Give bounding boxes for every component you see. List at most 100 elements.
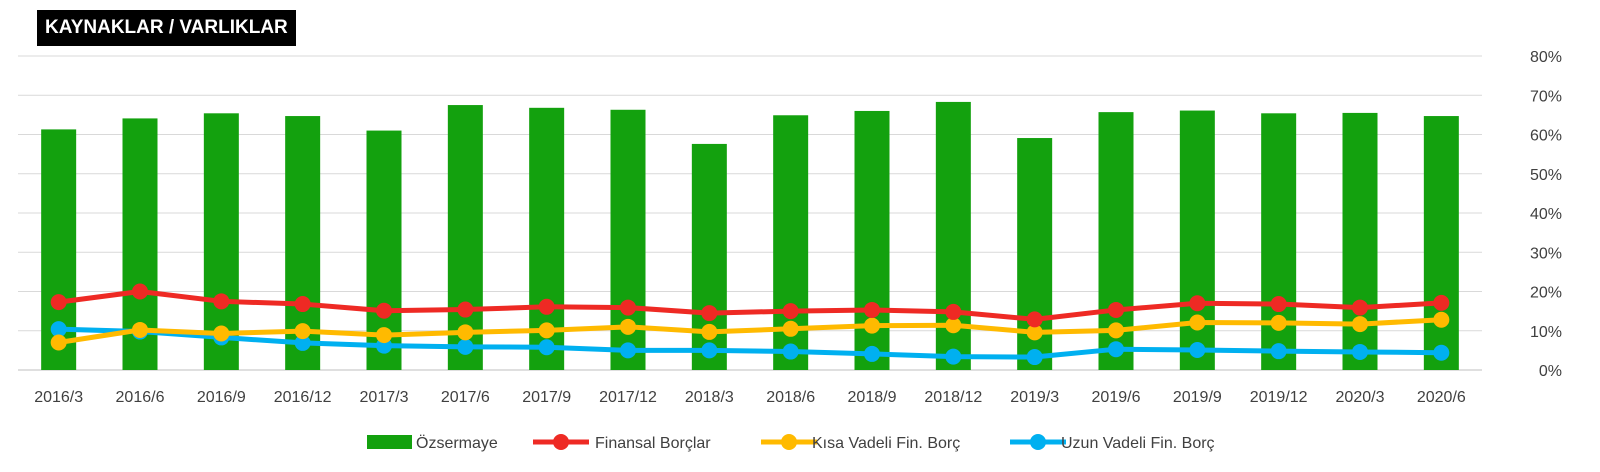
data-point: [701, 323, 718, 340]
x-tick-label: 2019/9: [1173, 389, 1222, 406]
data-point: [701, 342, 718, 359]
x-tick-label: 2016/6: [116, 389, 165, 406]
y-tick-label: 60%: [1530, 128, 1562, 145]
data-point: [1433, 344, 1450, 361]
x-tick-label: 2018/9: [848, 389, 897, 406]
data-point: [620, 299, 636, 316]
data-point: [538, 339, 555, 356]
data-point: [213, 293, 230, 310]
data-point: [132, 283, 148, 300]
x-tick-label: 2016/3: [34, 389, 83, 406]
data-point: [1433, 311, 1450, 328]
x-tick-label: 2019/12: [1250, 389, 1308, 406]
data-point: [945, 348, 962, 365]
data-point: [620, 318, 636, 335]
x-tick-label: 2020/3: [1336, 389, 1385, 406]
chart-title: KAYNAKLAR / VARLIKLAR: [37, 10, 296, 46]
data-point: [1108, 322, 1124, 339]
x-tick-label: 2017/3: [360, 389, 409, 406]
data-point: [864, 317, 880, 334]
data-point: [1270, 296, 1287, 313]
data-point: [945, 317, 962, 334]
data-point: [213, 325, 230, 342]
y-tick-label: 10%: [1530, 324, 1562, 341]
data-point: [50, 294, 67, 311]
data-point: [538, 322, 555, 339]
data-point: [376, 327, 392, 344]
y-tick-label: 30%: [1530, 245, 1562, 262]
x-axis: 2016/3 2016/6 2016/9 2016/12 2017/3 2017/6 201…: [34, 389, 1466, 406]
data-point: [1433, 294, 1450, 311]
line-series: [50, 283, 1450, 366]
legend-marker: [1030, 434, 1046, 450]
data-point: [1108, 341, 1124, 358]
y-axis: 0% 10% 20% 30% 40% 50% 60% 70% 80%: [1530, 49, 1562, 380]
data-point: [294, 334, 311, 351]
y-tick-label: 20%: [1530, 285, 1562, 302]
legend-label: Kısa Vadeli Fin. Borç: [812, 435, 960, 452]
bar: [1261, 113, 1297, 371]
data-point: [1352, 299, 1368, 316]
legend-item-finansal-borclar: Finansal Borçlar: [533, 434, 711, 452]
data-point: [538, 298, 555, 315]
x-tick-label: 2018/12: [924, 389, 982, 406]
legend-swatch: [367, 435, 412, 449]
x-tick-label: 2017/9: [522, 389, 571, 406]
y-tick-label: 50%: [1530, 167, 1562, 184]
data-point: [294, 323, 311, 340]
data-point: [782, 303, 799, 320]
x-tick-label: 2016/12: [274, 389, 332, 406]
data-point: [50, 321, 67, 338]
x-tick-label: 2020/6: [1417, 389, 1466, 406]
legend-label: Uzun Vadeli Fin. Borç: [1061, 435, 1215, 452]
data-point: [132, 321, 148, 338]
data-point: [620, 342, 636, 359]
data-point: [1189, 314, 1206, 331]
data-point: [1108, 301, 1124, 318]
data-point: [1026, 311, 1043, 328]
data-point: [1352, 343, 1368, 360]
legend-label: Finansal Borçlar: [595, 435, 711, 452]
line-series-kisa-vadeli-fin-borc: [50, 311, 1450, 351]
x-tick-label: 2019/6: [1092, 389, 1141, 406]
series-line: [56, 289, 1444, 322]
data-point: [1026, 349, 1043, 366]
data-point: [1352, 316, 1368, 333]
data-point: [864, 301, 880, 318]
y-tick-label: 40%: [1530, 206, 1562, 223]
data-point: [701, 305, 718, 322]
data-point: [1189, 341, 1206, 358]
y-tick-label: 80%: [1530, 49, 1562, 66]
y-tick-label: 0%: [1539, 363, 1562, 380]
x-tick-label: 2018/3: [685, 389, 734, 406]
legend-label: Özsermaye: [416, 434, 498, 452]
data-point: [864, 345, 880, 362]
legend-marker: [781, 434, 797, 450]
data-point: [945, 303, 962, 320]
data-point: [1026, 324, 1043, 341]
legend-item-kisa-vadeli-fin-borc: Kısa Vadeli Fin. Borç: [761, 434, 960, 452]
y-tick-label: 70%: [1530, 88, 1562, 105]
data-point: [457, 338, 474, 355]
data-point: [1270, 314, 1287, 331]
data-point: [457, 301, 474, 318]
line-series-finansal-borclar: [50, 283, 1450, 328]
data-point: [50, 334, 67, 351]
legend: Özsermaye Finansal Borçlar Kısa Vadeli Fin…: [367, 434, 1215, 452]
data-point: [782, 320, 799, 337]
legend-item-uzun-vadeli-fin-borc: Uzun Vadeli Fin. Borç: [1010, 434, 1215, 452]
x-tick-label: 2018/6: [766, 389, 815, 406]
legend-item-ozsermaye: Özsermaye: [367, 434, 498, 452]
data-point: [457, 324, 474, 341]
data-point: [782, 343, 799, 360]
bar: [1179, 110, 1215, 371]
data-point: [1270, 343, 1287, 360]
x-tick-label: 2016/9: [197, 389, 246, 406]
data-point: [376, 302, 392, 319]
line-series-uzun-vadeli-fin-borc: [50, 321, 1450, 366]
series-line: [56, 317, 1444, 346]
legend-marker: [553, 434, 569, 450]
bar: [1423, 116, 1459, 371]
x-tick-label: 2017/6: [441, 389, 490, 406]
